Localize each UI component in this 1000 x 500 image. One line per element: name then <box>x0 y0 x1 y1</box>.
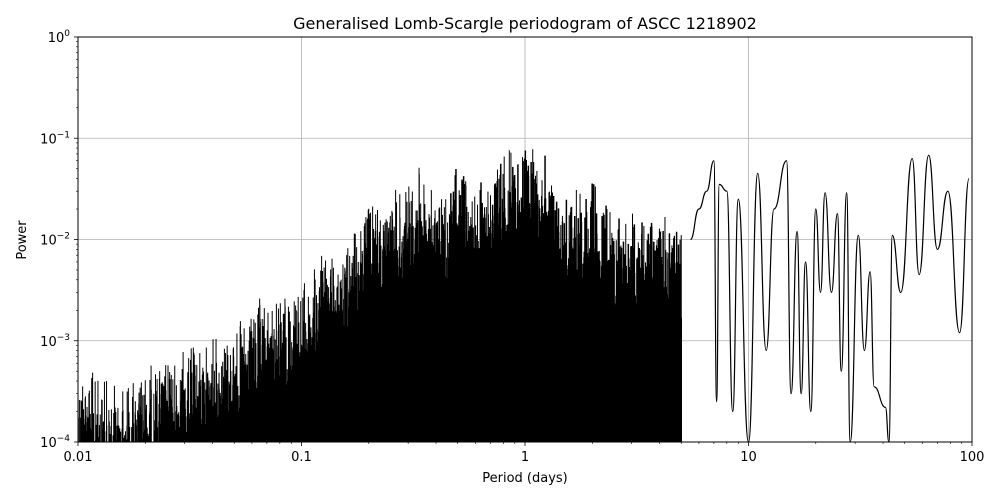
y-axis-ticks: 10−4 10−3 10−2 10−1 100 <box>40 29 78 451</box>
x-tick-label: 0.01 <box>64 450 93 465</box>
y-tick-label: 10−4 <box>40 434 70 451</box>
y-tick-label: 10−2 <box>40 232 70 249</box>
power-series-line <box>689 154 970 442</box>
x-tick-label: 1 <box>521 450 529 465</box>
x-tick-label: 100 <box>960 450 985 465</box>
chart-title: Generalised Lomb-Scargle periodogram of … <box>293 14 757 33</box>
y-tick-label: 10−1 <box>40 130 70 147</box>
x-axis-label: Period (days) <box>482 471 568 486</box>
x-tick-label: 0.1 <box>291 450 312 465</box>
y-axis-label: Power <box>15 220 30 260</box>
plot-area: 0.01 0.1 1 10 100 10−4 10−3 10−2 10−1 100 <box>40 29 985 465</box>
y-tick-label: 10−3 <box>40 333 70 350</box>
x-axis-ticks: 0.01 0.1 1 10 100 <box>64 442 985 465</box>
y-tick-label: 100 <box>48 29 71 46</box>
x-tick-label: 10 <box>740 450 757 465</box>
power-series-dense-band <box>78 149 682 442</box>
